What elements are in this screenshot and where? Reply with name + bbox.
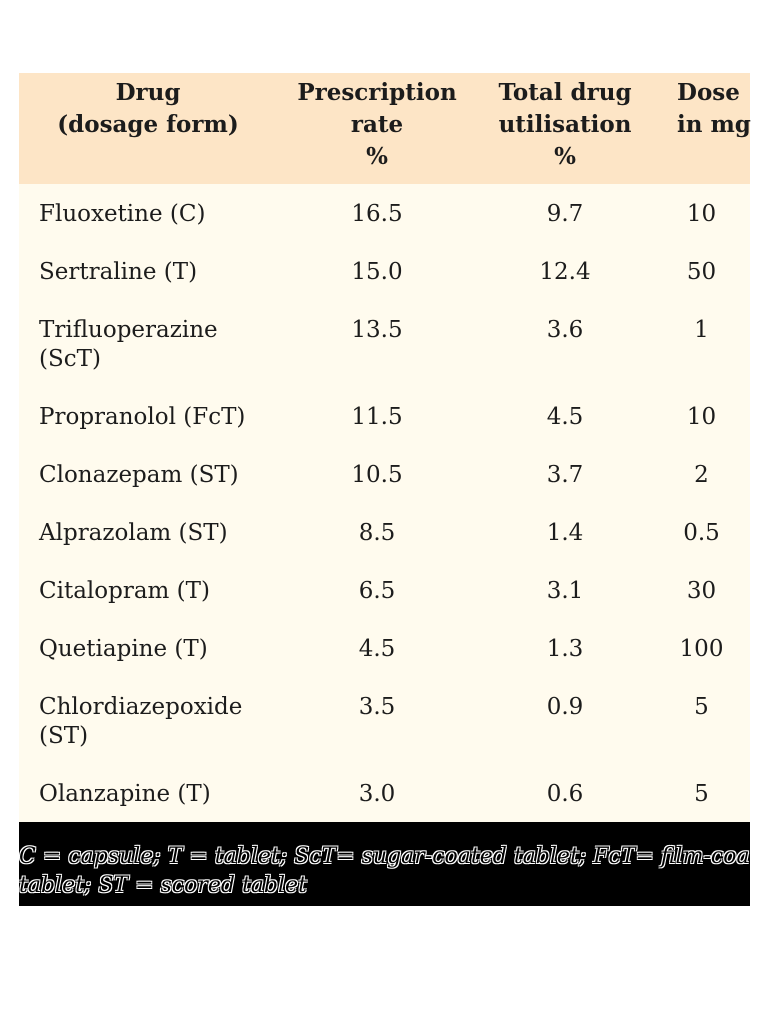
table-row: Fluoxetine (C) 16.5 9.7 10 [19,200,750,258]
table-row: Chlordiazepoxide (ST) 3.5 0.9 5 [19,693,750,780]
table-row: Sertraline (T) 15.0 12.4 50 [19,258,750,316]
table-row: Quetiapine (T) 4.5 1.3 100 [19,635,750,693]
table-row: Citalopram (T) 6.5 3.1 30 [19,577,750,635]
rate-cell: 6.5 [358,578,396,604]
drug-cell: Fluoxetine (C) [39,201,206,227]
table-header: Drug (dosage form) Prescription rate % T… [19,73,751,184]
util-cell: 4.5 [546,404,584,430]
header-prescription-rate: Prescription rate % [297,79,457,170]
dose-cell: 5 [694,781,709,807]
drug-cell: Trifluoperazine (ScT) [39,317,218,372]
dose-cell: 30 [686,578,717,604]
rate-cell: 10.5 [351,462,403,488]
table-row: Clonazepam (ST) 10.5 3.7 2 [19,461,750,519]
drug-cell: Alprazolam (ST) [39,520,228,546]
table-row: Olanzapine (T) 3.0 0.6 5 [19,780,750,838]
rate-cell: 4.5 [358,636,396,662]
dose-cell: 1 [694,317,709,343]
util-cell: 12.4 [539,259,591,285]
dose-cell: 100 [679,636,724,662]
rate-cell: 16.5 [351,201,403,227]
util-cell: 3.1 [546,578,584,604]
header-total-utilisation: Total drug utilisation % [498,79,632,170]
dose-cell: 0.5 [683,520,720,546]
rate-cell: 11.5 [351,404,403,430]
table-body: Fluoxetine (C) 16.5 9.7 10 Sertraline (T… [19,184,750,822]
drug-cell: Clonazepam (ST) [39,462,239,488]
util-cell: 0.6 [546,781,584,807]
drug-cell: Chlordiazepoxide (ST) [39,694,243,749]
dose-cell: 2 [694,462,709,488]
dose-cell: 10 [686,201,717,227]
util-cell: 1.3 [546,636,584,662]
util-cell: 3.6 [546,317,584,343]
drug-cell: Olanzapine (T) [39,781,211,807]
dose-cell: 5 [694,694,709,720]
drug-cell: Propranolol (FcT) [39,404,246,430]
util-cell: 1.4 [546,520,584,546]
table-row: Propranolol (FcT) 11.5 4.5 10 [19,403,750,461]
table-row: Trifluoperazine (ScT) 13.5 3.6 1 [19,316,750,403]
dose-cell: 50 [686,259,717,285]
util-cell: 9.7 [546,201,584,227]
header-dose: Dose in mg [677,79,751,138]
header-drug: Drug (dosage form) [57,79,239,138]
util-cell: 3.7 [546,462,584,488]
rate-cell: 3.0 [358,781,396,807]
table-footnote: C = capsule; T = tablet; ScT= sugar-coat… [19,822,750,906]
table-row: Alprazolam (ST) 8.5 1.4 0.5 [19,519,750,577]
rate-cell: 13.5 [351,317,403,343]
dose-cell: 10 [686,404,717,430]
drug-table: Drug (dosage form) Prescription rate % T… [19,73,751,822]
drug-cell: Quetiapine (T) [39,636,208,662]
drug-cell: Sertraline (T) [39,259,198,285]
drug-cell: Citalopram (T) [39,578,210,604]
rate-cell: 15.0 [351,259,403,285]
rate-cell: 8.5 [358,520,396,546]
util-cell: 0.9 [546,694,584,720]
rate-cell: 3.5 [358,694,396,720]
